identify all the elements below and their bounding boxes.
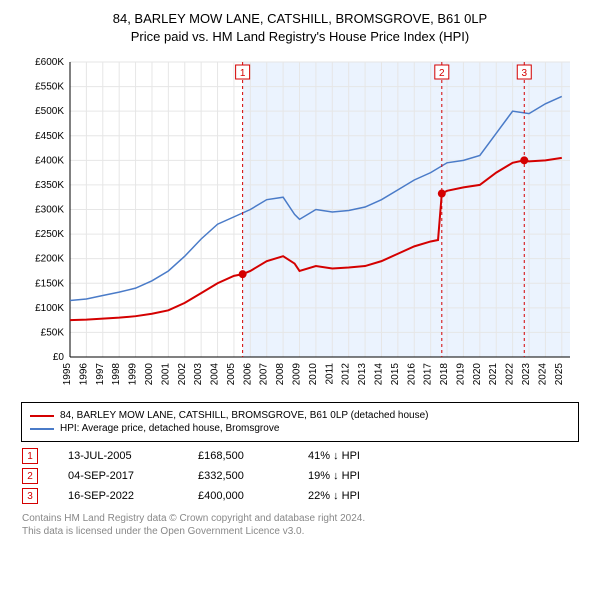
svg-text:£450K: £450K: [35, 131, 64, 142]
svg-text:2002: 2002: [177, 363, 188, 386]
svg-text:1998: 1998: [111, 363, 122, 386]
svg-text:£100K: £100K: [35, 303, 64, 314]
svg-text:2022: 2022: [505, 363, 516, 386]
svg-text:2008: 2008: [275, 363, 286, 386]
legend-row: HPI: Average price, detached house, Brom…: [30, 423, 570, 434]
svg-text:2010: 2010: [308, 363, 319, 386]
sale-diff: 22% ↓ HPI: [308, 490, 388, 502]
sale-date: 16-SEP-2022: [68, 490, 168, 502]
svg-text:1995: 1995: [62, 363, 73, 386]
sale-price: £168,500: [198, 450, 278, 462]
sale-row: 1 13-JUL-2005 £168,500 41% ↓ HPI: [22, 448, 578, 464]
sale-diff: 41% ↓ HPI: [308, 450, 388, 462]
chart-container: £0 £50K £100K £150K £200K £250K £300K £350K £400…: [20, 54, 580, 394]
svg-text:£150K: £150K: [35, 279, 64, 290]
svg-text:£550K: £550K: [35, 82, 64, 93]
legend-swatch: [30, 428, 54, 430]
svg-text:2004: 2004: [210, 363, 221, 386]
legend: 84, BARLEY MOW LANE, CATSHILL, BROMSGROV…: [21, 402, 579, 442]
svg-text:2005: 2005: [226, 363, 237, 386]
svg-text:2016: 2016: [406, 363, 417, 386]
price-chart: £0 £50K £100K £150K £200K £250K £300K £350K £400…: [20, 54, 580, 394]
svg-text:2019: 2019: [455, 363, 466, 386]
sale-date: 13-JUL-2005: [68, 450, 168, 462]
legend-row: 84, BARLEY MOW LANE, CATSHILL, BROMSGROV…: [30, 410, 570, 421]
svg-text:2025: 2025: [554, 363, 565, 386]
svg-text:2024: 2024: [537, 363, 548, 386]
svg-text:2021: 2021: [488, 363, 499, 386]
footer-attribution: Contains HM Land Registry data © Crown c…: [22, 512, 578, 538]
svg-text:£300K: £300K: [35, 205, 64, 216]
svg-text:2003: 2003: [193, 363, 204, 386]
chart-title-block: 84, BARLEY MOW LANE, CATSHILL, BROMSGROV…: [10, 10, 590, 46]
svg-text:2023: 2023: [521, 363, 532, 386]
svg-text:£600K: £600K: [35, 57, 64, 68]
sale-row: 3 16-SEP-2022 £400,000 22% ↓ HPI: [22, 488, 578, 504]
sale-date: 04-SEP-2017: [68, 470, 168, 482]
sale-price: £400,000: [198, 490, 278, 502]
svg-text:2020: 2020: [472, 363, 483, 386]
svg-text:3: 3: [521, 68, 527, 79]
svg-text:2012: 2012: [341, 363, 352, 386]
svg-text:2: 2: [439, 68, 445, 79]
svg-text:2017: 2017: [423, 363, 434, 386]
svg-text:2011: 2011: [324, 363, 335, 385]
svg-text:1996: 1996: [78, 363, 89, 386]
svg-text:1999: 1999: [128, 363, 139, 386]
title-address: 84, BARLEY MOW LANE, CATSHILL, BROMSGROV…: [10, 10, 590, 28]
svg-text:£50K: £50K: [41, 328, 65, 339]
footer-line-2: This data is licensed under the Open Gov…: [22, 525, 578, 538]
svg-text:2009: 2009: [292, 363, 303, 386]
svg-text:£350K: £350K: [35, 180, 64, 191]
svg-text:£200K: £200K: [35, 254, 64, 265]
sale-diff: 19% ↓ HPI: [308, 470, 388, 482]
svg-text:2013: 2013: [357, 363, 368, 386]
svg-text:2001: 2001: [160, 363, 171, 386]
legend-label: 84, BARLEY MOW LANE, CATSHILL, BROMSGROV…: [60, 410, 429, 421]
svg-text:£400K: £400K: [35, 156, 64, 167]
sale-row: 2 04-SEP-2017 £332,500 19% ↓ HPI: [22, 468, 578, 484]
svg-text:£0: £0: [53, 352, 65, 363]
svg-text:2014: 2014: [373, 363, 384, 386]
footer-line-1: Contains HM Land Registry data © Crown c…: [22, 512, 578, 525]
sales-table: 1 13-JUL-2005 £168,500 41% ↓ HPI 2 04-SEP-201…: [22, 448, 578, 504]
sale-marker-icon: 2: [22, 468, 38, 484]
svg-text:2000: 2000: [144, 363, 155, 386]
svg-text:2006: 2006: [242, 363, 253, 386]
svg-text:£250K: £250K: [35, 229, 64, 240]
legend-swatch: [30, 415, 54, 417]
svg-text:1997: 1997: [95, 363, 106, 386]
legend-label: HPI: Average price, detached house, Brom…: [60, 423, 279, 434]
svg-text:2015: 2015: [390, 363, 401, 386]
svg-text:1: 1: [240, 68, 246, 79]
svg-text:2007: 2007: [259, 363, 270, 386]
title-subtitle: Price paid vs. HM Land Registry's House …: [10, 28, 590, 46]
svg-text:£500K: £500K: [35, 107, 64, 118]
sale-marker-icon: 3: [22, 488, 38, 504]
svg-text:2018: 2018: [439, 363, 450, 386]
sale-price: £332,500: [198, 470, 278, 482]
sale-marker-icon: 1: [22, 448, 38, 464]
